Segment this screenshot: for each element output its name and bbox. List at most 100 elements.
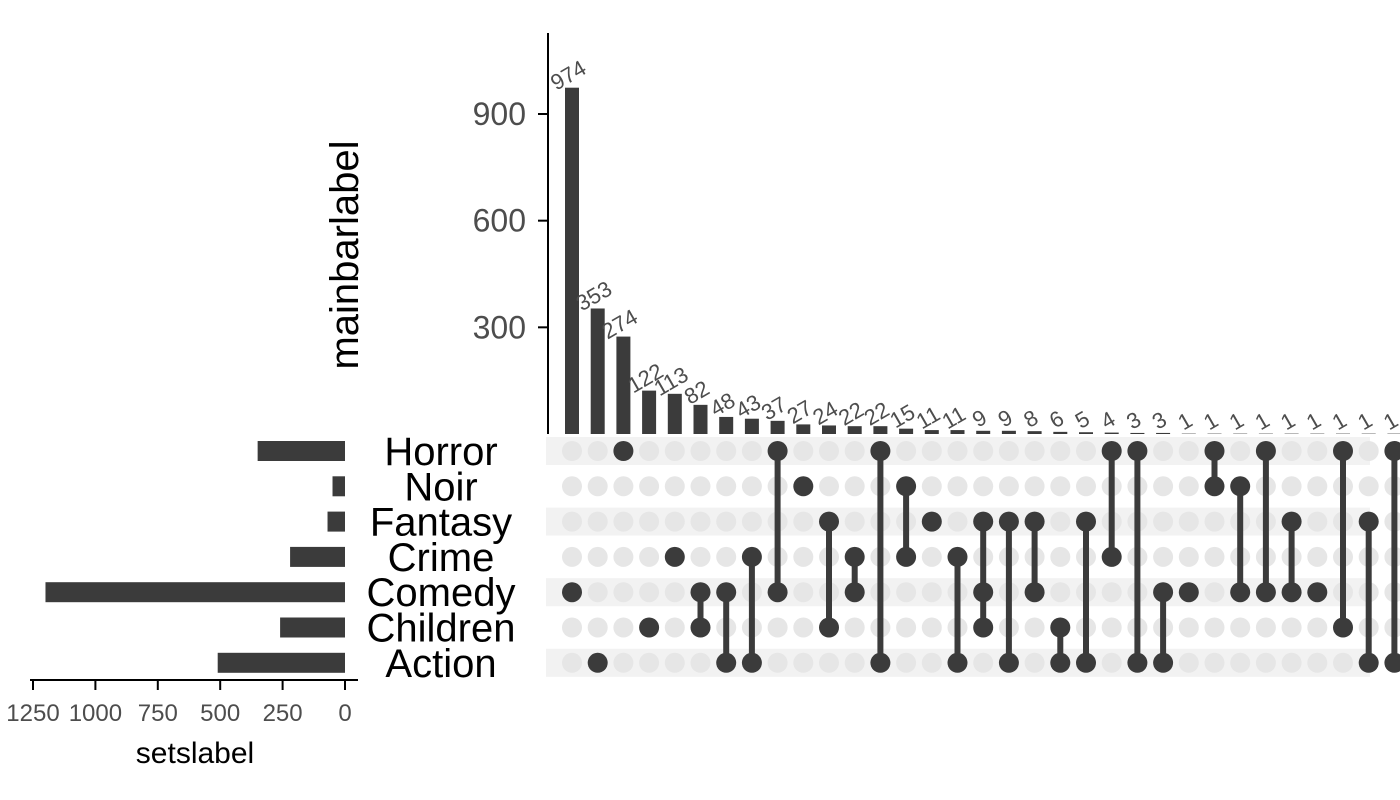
intersection-count-label: 1 xyxy=(1379,407,1400,435)
intersection-bar xyxy=(1001,430,1016,434)
matrix-dot-filled xyxy=(973,511,994,532)
matrix-dot-filled xyxy=(767,582,788,603)
set-size-axis-title: setslabel xyxy=(136,737,254,770)
matrix-dot-empty xyxy=(896,617,917,638)
matrix-dot-empty xyxy=(1024,617,1045,638)
matrix-dot-filled xyxy=(741,546,762,567)
intersection-bar xyxy=(847,426,862,434)
matrix-dot-empty xyxy=(613,511,634,532)
matrix-dot-empty xyxy=(741,476,762,497)
matrix-dot-empty xyxy=(690,511,711,532)
intersection-count-label: 1 xyxy=(1225,407,1248,435)
matrix-dot-empty xyxy=(1358,441,1379,461)
matrix-dot-empty xyxy=(1358,476,1379,497)
matrix-dot-filled xyxy=(1230,582,1251,603)
intersection-bar xyxy=(822,425,836,434)
matrix-dot-empty xyxy=(1230,441,1251,461)
matrix-dot-filled xyxy=(1333,441,1353,461)
matrix-dot-filled xyxy=(1384,652,1400,673)
matrix-dot-filled xyxy=(1307,582,1328,603)
matrix-dot-empty xyxy=(1255,617,1276,638)
matrix-dot-filled xyxy=(639,617,660,638)
matrix-dot-filled xyxy=(1204,441,1225,461)
matrix-dot-empty xyxy=(1153,441,1174,461)
intersection-bar xyxy=(642,390,657,434)
matrix-dot-empty xyxy=(1050,511,1071,532)
matrix-dot-empty xyxy=(690,652,711,673)
matrix-dot-empty xyxy=(1178,476,1199,497)
matrix-dot-filled xyxy=(1255,582,1276,603)
matrix-dot-empty xyxy=(664,511,685,532)
matrix-dot-empty xyxy=(1076,476,1096,497)
matrix-dot-empty xyxy=(1024,652,1045,673)
set-size-bar xyxy=(257,441,345,461)
matrix-dot-filled xyxy=(819,511,839,532)
matrix-dot-empty xyxy=(1178,441,1199,461)
set-size-bar xyxy=(280,617,345,638)
intersection-bars xyxy=(565,87,1400,434)
matrix-dot-empty xyxy=(793,441,814,461)
matrix-dot-filled xyxy=(921,511,942,532)
matrix-dot-empty xyxy=(921,617,942,638)
matrix-dot-filled xyxy=(819,617,839,638)
matrix-dot-empty xyxy=(639,582,660,603)
matrix-dot-empty xyxy=(664,582,685,603)
matrix-dot-filled xyxy=(1127,652,1148,673)
matrix-dot-empty xyxy=(1230,617,1251,638)
matrix-dot-empty xyxy=(1307,476,1328,497)
matrix-dot-filled xyxy=(1281,511,1302,532)
set-size-tick-label: 1250 xyxy=(6,700,59,727)
intersection-bar xyxy=(565,87,579,434)
matrix-dot-empty xyxy=(664,652,685,673)
intersection-bar xyxy=(1027,431,1042,434)
main-y-tick-label: 900 xyxy=(473,96,526,132)
intersection-count-label: 1 xyxy=(1199,407,1222,435)
intersection-count-label: 11 xyxy=(938,401,970,434)
intersection-bar xyxy=(1053,431,1068,434)
matrix-dot-empty xyxy=(562,476,582,497)
matrix-dot-filled xyxy=(870,441,891,461)
matrix-dot-filled xyxy=(1230,476,1251,497)
matrix-dot-empty xyxy=(998,441,1019,461)
matrix-dot-filled xyxy=(1076,511,1096,532)
set-name-horror: Horror xyxy=(384,430,497,474)
matrix-dot-filled xyxy=(998,511,1019,532)
set-size-tick-label: 750 xyxy=(138,700,178,727)
matrix-dot-filled xyxy=(1101,546,1122,567)
matrix-dot-empty xyxy=(639,652,660,673)
intersection-bar xyxy=(590,308,605,434)
matrix-dot-filled xyxy=(973,582,994,603)
matrix-dot-filled xyxy=(1384,441,1400,461)
intersection-count-label: 9 xyxy=(994,404,1017,432)
matrix-dot-empty xyxy=(587,476,608,497)
matrix-dot-filled xyxy=(767,441,788,461)
matrix-dot-filled xyxy=(1358,652,1379,673)
intersection-count-label: 1 xyxy=(1302,407,1325,435)
matrix-dot-empty xyxy=(1307,511,1328,532)
matrix-dot-filled xyxy=(1024,582,1045,603)
matrix-dot-filled xyxy=(690,582,711,603)
matrix-dot-filled xyxy=(1281,582,1302,603)
matrix-dot-empty xyxy=(947,476,968,497)
intersection-count-label: 3 xyxy=(1148,407,1171,435)
set-name-labels: HorrorNoirFantasyCrimeComedyChildrenActi… xyxy=(367,430,516,686)
intersection-count-label: 3 xyxy=(1122,407,1145,435)
matrix-dot-empty xyxy=(1050,476,1071,497)
matrix-dot-filled xyxy=(1178,582,1199,603)
matrix-dot-empty xyxy=(716,511,737,532)
intersection-bar xyxy=(976,430,991,434)
matrix-dot-empty xyxy=(1101,652,1122,673)
matrix-dot-empty xyxy=(844,476,865,497)
matrix-dot-filled xyxy=(1358,511,1379,532)
matrix-dot-empty xyxy=(1076,441,1096,461)
matrix-dot-filled xyxy=(1024,511,1045,532)
matrix-dot-empty xyxy=(1050,582,1071,603)
matrix-dot-filled xyxy=(587,652,608,673)
matrix-dot-empty xyxy=(587,617,608,638)
matrix-dot-empty xyxy=(1255,652,1276,673)
matrix-dot-empty xyxy=(664,476,685,497)
matrix-dot-empty xyxy=(947,441,968,461)
matrix-dot-empty xyxy=(613,476,634,497)
intersection-count-label: 9 xyxy=(968,404,991,432)
matrix-dot-empty xyxy=(819,441,839,461)
